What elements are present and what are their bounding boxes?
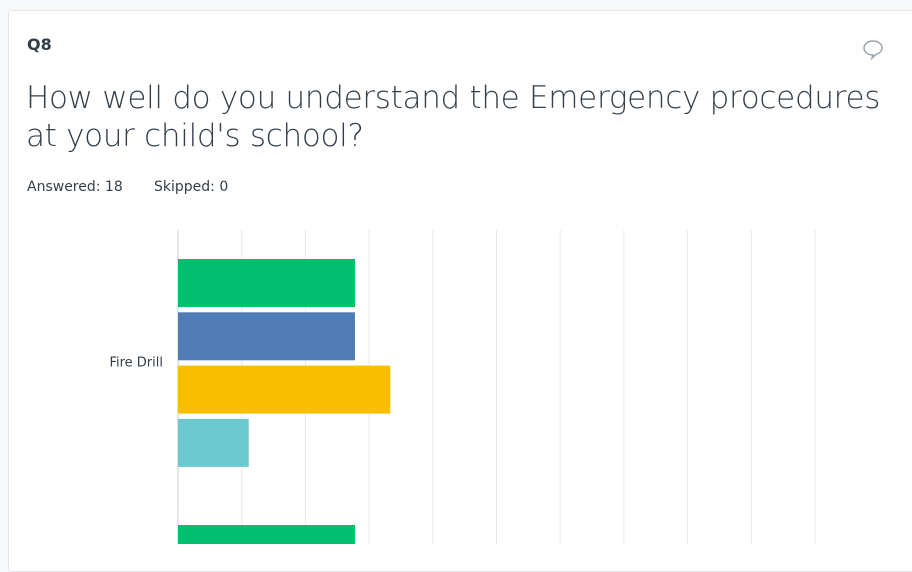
comment-glyph <box>863 40 883 61</box>
bar <box>178 525 355 544</box>
comment-icon[interactable] <box>861 37 885 61</box>
page: {"question_number": "Q8", "question": "H… <box>8 10 912 572</box>
answered-count: Answered: 18 <box>27 179 123 195</box>
bar <box>178 259 355 307</box>
question-text: How well do you understand the Emergency… <box>26 80 881 154</box>
skipped-count: Skipped: 0 <box>154 179 229 195</box>
chart: Fire Drill <box>109 230 816 544</box>
question-number: Q8 <box>27 35 52 54</box>
bar <box>178 418 249 467</box>
category-label: Fire Drill <box>109 355 163 370</box>
bar <box>178 365 391 414</box>
question-card: Q8 How well do you understand the Emerge… <box>8 10 912 572</box>
bar <box>178 312 355 361</box>
